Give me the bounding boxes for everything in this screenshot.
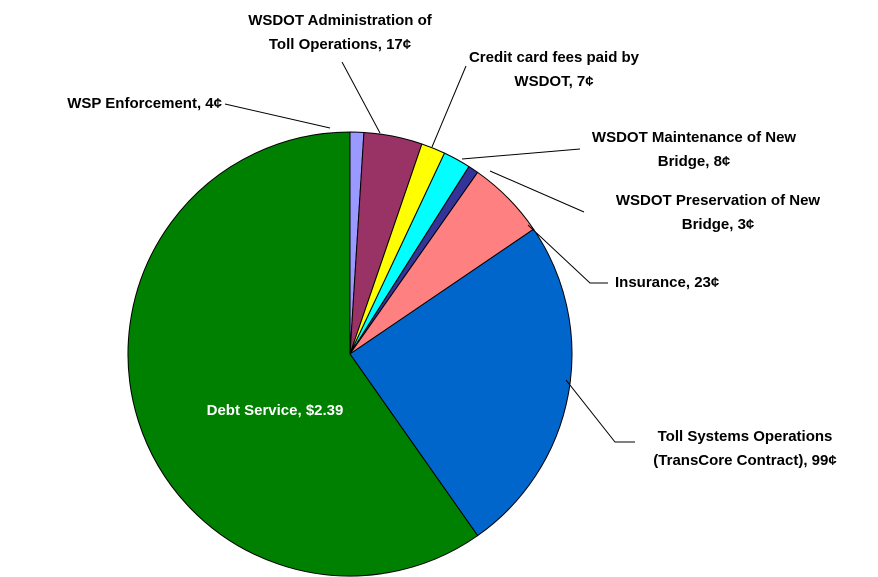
slice-labels: WSP Enforcement, 4¢ WSDOT Administration … — [67, 12, 836, 469]
slice-label-preserv: WSDOT Preservation of New Bridge, 3¢ — [616, 192, 821, 233]
leader-line-wsp — [224, 103, 331, 129]
slice-label-line: WSDOT Preservation of New — [616, 192, 821, 209]
slice-label-line: Toll Operations, 17¢ — [269, 36, 411, 53]
slice-label-admin: WSDOT Administration of Toll Operations, … — [248, 12, 433, 53]
slice-label-ccfees: Credit card fees paid by WSDOT, 7¢ — [469, 49, 640, 90]
slice-label-line: (TransCore Contract), 99¢ — [653, 452, 836, 469]
leader-line-tollsys — [565, 379, 635, 443]
slice-label-line: WSP Enforcement, 4¢ — [67, 95, 222, 112]
slice-label-tollsys: Toll Systems Operations (TransCore Contra… — [653, 428, 836, 469]
slice-label-insur: Insurance, 23¢ — [615, 274, 719, 291]
leader-line-preserv — [489, 170, 585, 213]
slice-label-debt: Debt Service, $2.39 — [207, 402, 344, 419]
slice-label-line: WSDOT Administration of — [248, 12, 433, 29]
leader-line-admin — [341, 61, 381, 134]
pie-slices — [127, 131, 573, 577]
slice-label-wsp: WSP Enforcement, 4¢ — [67, 95, 222, 112]
slice-label-line: Debt Service, $2.39 — [207, 402, 344, 419]
leader-lines — [224, 61, 635, 443]
leader-line-maint — [461, 148, 581, 160]
pie-slice-debt — [127, 131, 479, 577]
leader-line-ccfees — [431, 65, 467, 148]
pie-slice-tollsys — [349, 228, 573, 537]
slice-label-maint: WSDOT Maintenance of New Bridge, 8¢ — [592, 129, 797, 170]
slice-label-line: Bridge, 3¢ — [682, 216, 755, 233]
slice-label-line: WSDOT, 7¢ — [514, 73, 593, 90]
leader-line-insur — [527, 224, 608, 284]
slice-label-line: Toll Systems Operations — [658, 428, 833, 445]
slice-label-line: Bridge, 8¢ — [658, 153, 731, 170]
slice-label-line: WSDOT Maintenance of New — [592, 129, 797, 146]
slice-label-line: Credit card fees paid by — [469, 49, 640, 66]
slice-label-line: Insurance, 23¢ — [615, 274, 719, 291]
